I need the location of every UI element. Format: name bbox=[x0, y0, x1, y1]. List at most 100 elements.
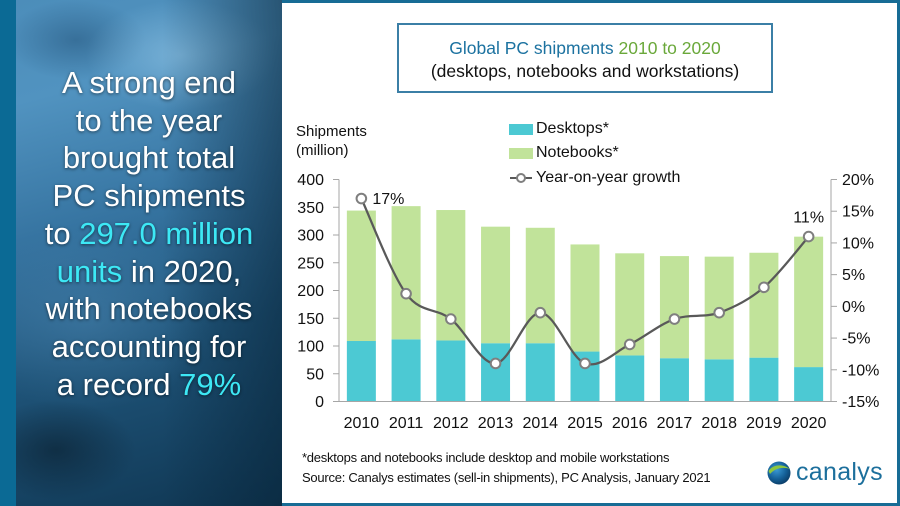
left-axis-tick-label: 150 bbox=[297, 311, 324, 328]
headline-line: A strong end bbox=[16, 64, 282, 102]
growth-marker-2018 bbox=[713, 306, 725, 319]
right-axis-tick-label: 5% bbox=[842, 267, 865, 284]
growth-marker-2013 bbox=[489, 357, 502, 370]
bar-notebooks-2010 bbox=[346, 210, 376, 342]
left-axis-tick-label: 200 bbox=[297, 283, 324, 300]
growth-marker-2010 bbox=[355, 192, 368, 205]
x-axis-tick-label: 2018 bbox=[701, 415, 737, 432]
x-axis-tick-label: 2017 bbox=[657, 415, 693, 432]
legend-label: Notebooks* bbox=[536, 144, 619, 161]
source-note: Source: Canalys estimates (sell-in shipm… bbox=[302, 470, 711, 485]
labels: 0 50 100 150 200 250 300 350 400 -15% -10% -5% 0% 5% 1… bbox=[297, 172, 879, 432]
chart-subtitle: (desktops, notebooks and workstations) bbox=[430, 61, 740, 81]
headline-line: with notebooks bbox=[16, 290, 282, 328]
chart-footer: *desktops and notebooks include desktop … bbox=[302, 448, 711, 488]
growth-marker-2015 bbox=[579, 357, 591, 370]
footnote: *desktops and notebooks include desktop … bbox=[302, 450, 670, 465]
headline-line: to 297.0 million bbox=[16, 215, 282, 253]
right-axis-tick-label: 10% bbox=[842, 235, 874, 252]
growth-marker-2020 bbox=[802, 230, 815, 243]
x-axis-tick-label: 2014 bbox=[522, 415, 558, 432]
legend-label: Year-on-year growth bbox=[536, 168, 681, 186]
left-axis-tick-label: 50 bbox=[306, 366, 324, 383]
legend-item-notebooks: Notebooks* bbox=[509, 141, 680, 165]
headline-segment: brought total bbox=[62, 140, 236, 176]
right-axis-tick-label: 0% bbox=[842, 299, 865, 316]
headline-line: brought total bbox=[16, 139, 282, 177]
bar-desktops-2014 bbox=[525, 343, 555, 402]
left-accent-strip bbox=[0, 0, 16, 506]
bar-desktops-2019 bbox=[749, 357, 779, 402]
growth-marker-2014 bbox=[534, 306, 547, 319]
left-axis-tick-label: 100 bbox=[297, 339, 324, 356]
headline-segment: a record bbox=[56, 366, 180, 402]
headline-highlight-units: units bbox=[56, 253, 123, 289]
growth-marker-2019 bbox=[758, 281, 770, 294]
right-axis-tick-label: -15% bbox=[842, 394, 879, 411]
headline-highlight-share: 79% bbox=[179, 366, 242, 402]
right-axis-tick-label: 15% bbox=[842, 204, 874, 221]
logo-text: canalys bbox=[796, 458, 883, 486]
right-axis-tick-label: -5% bbox=[842, 331, 870, 348]
y-axis-label: Shipments (million) bbox=[296, 122, 367, 160]
bar-desktops-2018 bbox=[704, 359, 734, 402]
growth-marker-2016 bbox=[623, 338, 636, 351]
left-axis-tick-label: 300 bbox=[297, 228, 324, 245]
growth-marker-2011 bbox=[400, 287, 412, 300]
headline-segment: to bbox=[44, 215, 80, 251]
bar-notebooks-2011 bbox=[391, 206, 421, 340]
headline-text: A strong end to the year brought total P… bbox=[16, 64, 282, 403]
headline-segment: accounting for bbox=[51, 328, 247, 364]
headline-line: to the year bbox=[16, 102, 282, 140]
legend-item-growth: Year-on-year growth bbox=[509, 165, 680, 190]
bar-notebooks-2020 bbox=[794, 236, 824, 368]
bar-notebooks-2013 bbox=[481, 226, 511, 344]
y-axis-label-line1: Shipments bbox=[296, 123, 367, 140]
bar-desktops-2010 bbox=[346, 341, 376, 402]
bar-notebooks-2017 bbox=[659, 256, 689, 359]
x-axis-tick-label: 2010 bbox=[344, 415, 380, 432]
line-marker-icon bbox=[510, 172, 532, 183]
chart-title-box: Global PC shipments 2010 to 2020 (deskto… bbox=[397, 23, 773, 93]
left-axis-tick-label: 250 bbox=[297, 255, 324, 272]
bar-desktops-2016 bbox=[615, 355, 645, 402]
chart-title-years: 2010 to 2020 bbox=[618, 38, 721, 58]
notebooks-swatch-icon bbox=[509, 147, 533, 159]
growth-marker-2017 bbox=[668, 313, 681, 325]
headline-segment: to the year bbox=[75, 102, 223, 138]
bar-notebooks-2019 bbox=[749, 252, 779, 358]
x-axis-tick-label: 2015 bbox=[567, 415, 603, 432]
bar-desktops-2012 bbox=[436, 340, 466, 402]
growth-data-label-2010: 17% bbox=[372, 191, 404, 208]
desktops-swatch-icon bbox=[509, 123, 533, 135]
headline-highlight-total: 297.0 million bbox=[79, 215, 254, 251]
headline-segment: PC shipments bbox=[52, 178, 246, 214]
x-axis-tick-label: 2011 bbox=[389, 415, 424, 432]
x-axis-tick-label: 2016 bbox=[612, 415, 648, 432]
growth-marker-2012 bbox=[445, 313, 457, 325]
bar-desktops-2020 bbox=[794, 367, 824, 402]
right-axis-tick-label: -10% bbox=[842, 362, 879, 379]
x-axis-tick-label: 2019 bbox=[746, 415, 782, 432]
chart-legend: Desktops* Notebooks* Year-on-year growth bbox=[509, 117, 680, 190]
bar-desktops-2011 bbox=[391, 339, 421, 402]
background-photo bbox=[16, 0, 282, 506]
bar-notebooks-2014 bbox=[525, 227, 555, 344]
bar-notebooks-2015 bbox=[570, 244, 600, 352]
left-axis-tick-label: 350 bbox=[297, 200, 324, 217]
globe-icon bbox=[767, 461, 791, 484]
headline-line: a record 79% bbox=[16, 366, 282, 404]
legend-item-desktops: Desktops* bbox=[509, 117, 680, 141]
right-axis-tick-label: 20% bbox=[842, 172, 874, 189]
headline-line: units in 2020, bbox=[16, 253, 282, 291]
bar-desktops-2017 bbox=[659, 358, 689, 402]
canalys-logo: canalys bbox=[766, 458, 883, 487]
growth-data-label-2020: 11% bbox=[793, 210, 824, 227]
bars bbox=[339, 206, 831, 402]
x-axis-tick-label: 2013 bbox=[478, 415, 514, 432]
growth-line bbox=[360, 198, 810, 366]
y-axis-label-line2: (million) bbox=[296, 142, 349, 159]
x-axis-tick-label: 2012 bbox=[433, 415, 469, 432]
headline-line: PC shipments bbox=[16, 177, 282, 215]
